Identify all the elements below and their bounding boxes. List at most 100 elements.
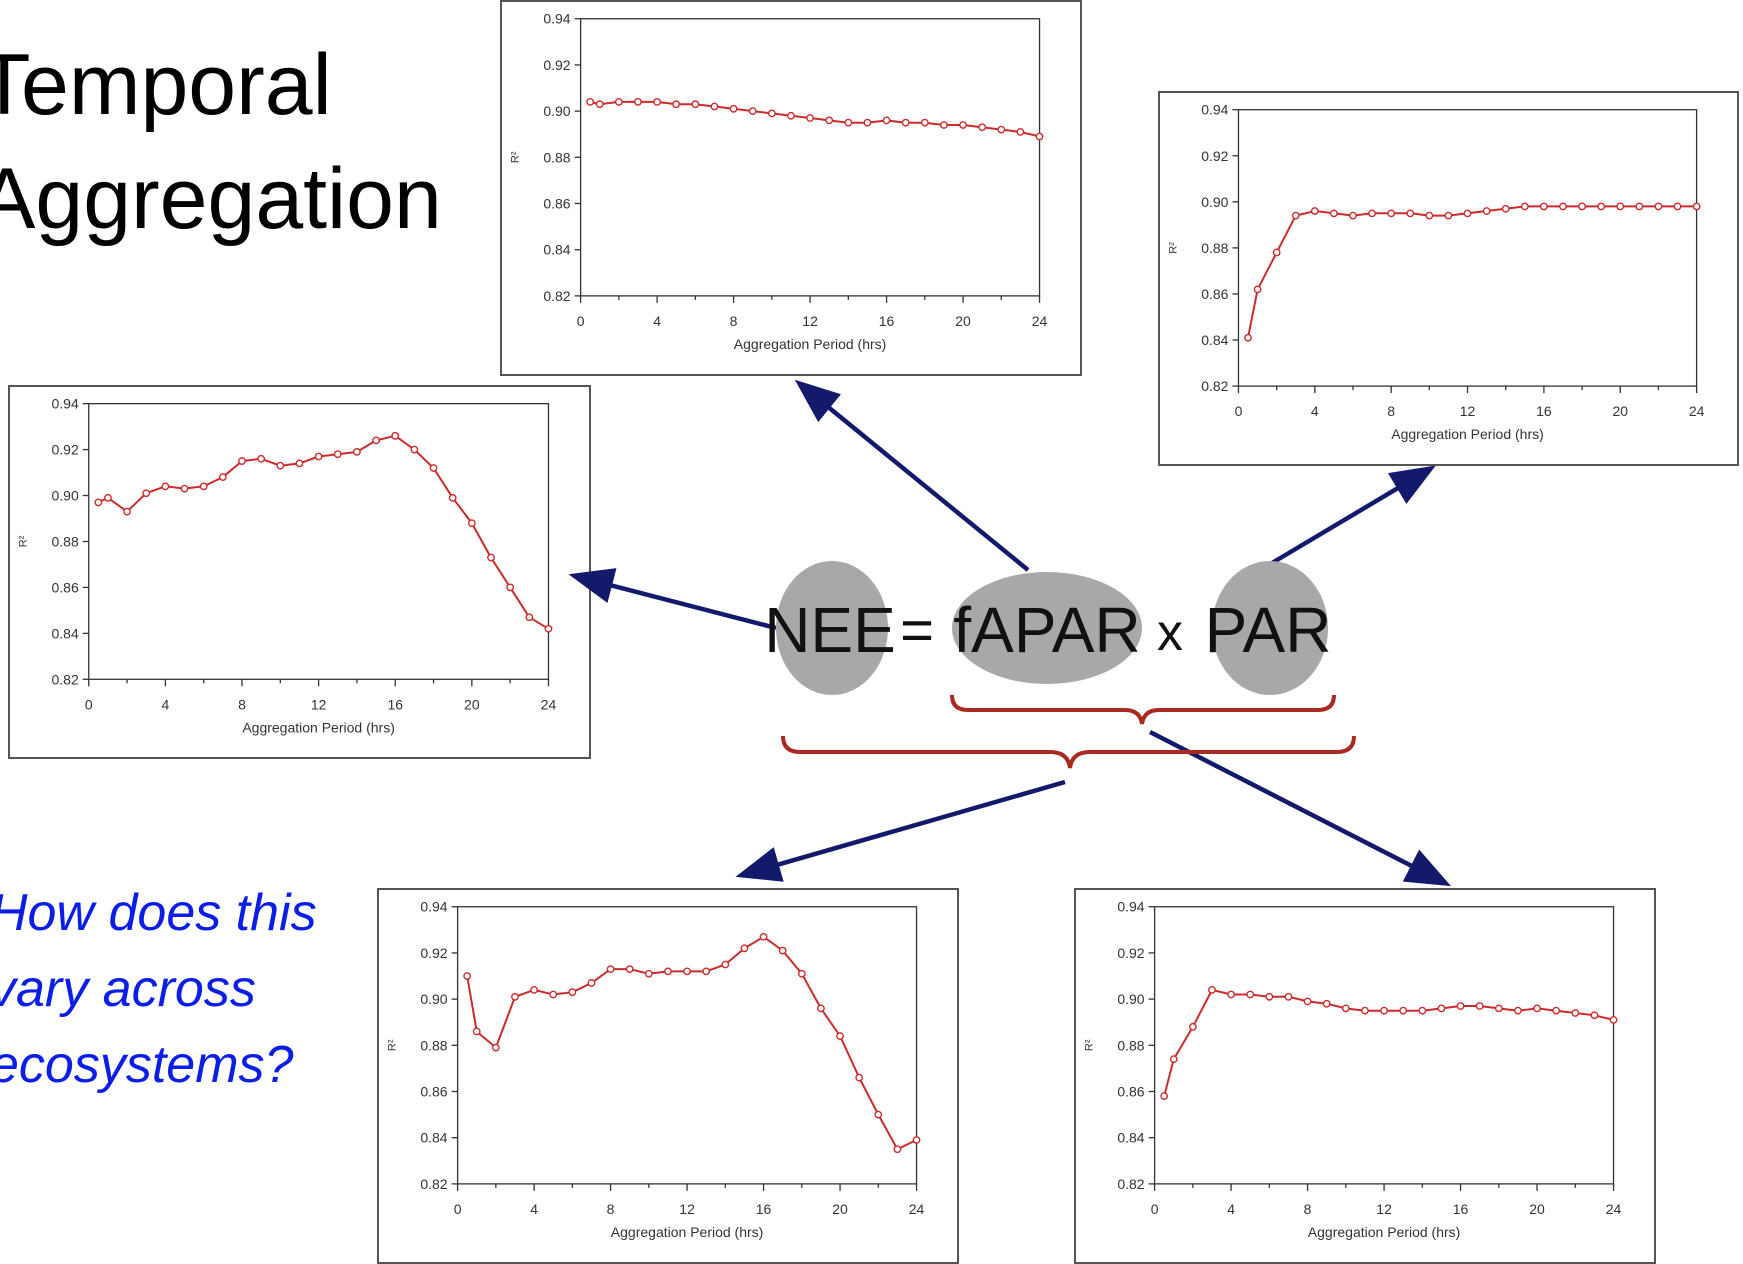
x-tick-label: 0: [577, 313, 585, 329]
arrow-to-top-center: [794, 379, 1030, 572]
x-tick-label: 4: [1227, 1201, 1235, 1217]
x-tick-label: 8: [730, 313, 738, 329]
x-tick-label: 0: [1151, 1201, 1159, 1217]
data-point: [1169, 1055, 1178, 1064]
data-point: [882, 116, 891, 125]
data-point: [1303, 997, 1312, 1006]
data-point: [844, 118, 853, 127]
data-point: [959, 121, 967, 129]
data-point: [410, 445, 419, 454]
y-tick-label: 0.84: [1201, 332, 1228, 348]
data-point: [1654, 202, 1663, 211]
x-tick-label: 12: [802, 313, 818, 329]
arrow-to-top-right: [1270, 465, 1436, 565]
x-tick-label: 4: [161, 696, 169, 712]
data-point: [1387, 209, 1396, 218]
data-point: [180, 484, 189, 493]
data-point: [863, 118, 872, 127]
y-tick-label: 0.92: [1117, 945, 1144, 961]
y-tick-label: 0.94: [543, 11, 570, 27]
y-tick-label: 0.88: [1201, 240, 1228, 256]
y-tick-label: 0.82: [420, 1176, 447, 1192]
data-point: [1692, 202, 1701, 211]
braces: [781, 694, 1356, 769]
y-tick-label: 0.94: [1201, 102, 1228, 118]
data-point: [506, 583, 515, 592]
plot-area: [1153, 906, 1615, 1185]
y-tick-label: 0.94: [1117, 899, 1144, 915]
x-tick-label: 20: [1612, 403, 1628, 419]
chart-svg: 0.82 0.84 0.86 0.88 0.90 0.92 0.94 0 4 8 12 16 20 24 A…: [1084, 899, 1622, 1240]
chart-svg: 0.82 0.84 0.86 0.88 0.90 0.92 0.94 0 4 8 12 16 20 24 A…: [1167, 102, 1704, 442]
data-point: [1482, 207, 1491, 215]
series-line: [1247, 205, 1697, 338]
equation: NEE = fAPAR x PAR: [764, 561, 1331, 695]
data-point: [487, 553, 495, 562]
y-tick-label: 0.86: [420, 1084, 447, 1100]
x-tick-label: 16: [1536, 403, 1552, 419]
data-point: [940, 121, 948, 129]
data-point: [586, 97, 595, 106]
series-line: [1163, 988, 1614, 1097]
data-point: [767, 109, 776, 118]
data-point: [1399, 1006, 1408, 1015]
data-point: [1361, 1006, 1369, 1015]
nee-bubble: [776, 561, 888, 695]
data-point: [1227, 990, 1235, 999]
data-point: [353, 447, 361, 456]
x-tick-label: 16: [756, 1201, 772, 1217]
x-tick-label: 0: [85, 696, 93, 712]
data-point: [997, 125, 1006, 134]
y-tick-label: 0.94: [51, 396, 78, 412]
data-point: [1501, 204, 1510, 213]
equation-times: x: [1157, 604, 1183, 662]
series-line: [97, 434, 550, 630]
data-point: [1284, 992, 1293, 1001]
data-point: [238, 457, 246, 465]
arrow-to-bottom-center: [735, 779, 1066, 882]
y-tick-label: 0.88: [543, 149, 570, 165]
data-point: [748, 107, 757, 116]
data-point: [614, 97, 623, 106]
data-point: [1539, 202, 1548, 211]
data-point: [1520, 202, 1529, 211]
data-point: [391, 431, 400, 440]
fapar-bubble: [952, 572, 1142, 684]
equation-par: PAR: [1205, 594, 1332, 666]
x-tick-label: 24: [909, 1201, 925, 1217]
x-tick-label: 16: [1453, 1201, 1469, 1217]
data-point: [1406, 209, 1415, 218]
data-point: [595, 100, 604, 109]
slide-title-line-2: Aggregation: [0, 151, 442, 247]
x-tick-label: 16: [387, 696, 403, 712]
data-point: [817, 1004, 825, 1013]
y-axis-label: R²: [1167, 242, 1179, 254]
y-tick-label: 0.90: [1117, 991, 1144, 1007]
data-point: [721, 960, 730, 969]
data-point: [634, 97, 642, 106]
chart-top-right: 0.82 0.84 0.86 0.88 0.90 0.92 0.94 0 4 8 12 16 20 24 A…: [1158, 91, 1739, 466]
y-tick-label: 0.82: [1117, 1176, 1144, 1192]
data-point: [653, 97, 661, 106]
data-point: [1244, 333, 1252, 342]
y-tick-label: 0.86: [543, 196, 570, 212]
x-tick-label: 24: [541, 696, 557, 712]
x-tick-label: 20: [464, 696, 480, 712]
plot-area: [579, 18, 1041, 297]
y-tick-label: 0.94: [420, 899, 447, 915]
chart-middle-left: 0.82 0.84 0.86 0.88 0.90 0.92 0.94 0 4 8 12 16 20 24 A…: [8, 385, 591, 759]
plot-area: [1237, 109, 1698, 387]
data-point: [1341, 1004, 1350, 1013]
data-point: [525, 613, 534, 622]
series-line: [589, 100, 1040, 138]
data-point: [1330, 209, 1338, 218]
x-axis-label: Aggregation Period (hrs): [611, 1224, 764, 1240]
data-point: [544, 624, 553, 633]
data-point: [691, 100, 700, 109]
brace-small: [950, 694, 1336, 725]
y-tick-label: 0.82: [1201, 378, 1228, 394]
x-tick-label: 12: [679, 1201, 695, 1217]
data-point: [683, 967, 691, 976]
x-tick-label: 4: [530, 1201, 538, 1217]
equation-nee: NEE: [764, 594, 896, 666]
